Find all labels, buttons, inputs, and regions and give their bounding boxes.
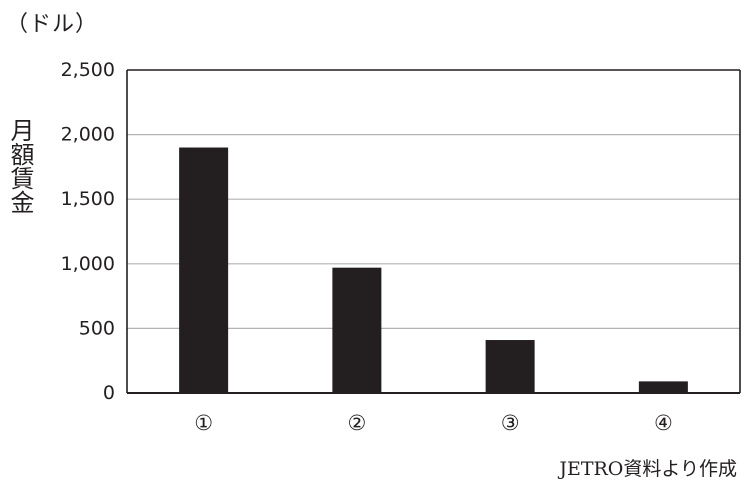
x-tick-label: ③ bbox=[501, 411, 520, 435]
y-tick-label: 1,000 bbox=[61, 253, 115, 275]
y-tick-label: 0 bbox=[103, 382, 115, 404]
unit-label: （ドル） bbox=[6, 12, 99, 37]
y-tick-label: 500 bbox=[79, 317, 115, 339]
bar-4 bbox=[638, 381, 688, 393]
x-tick-label: ① bbox=[194, 411, 213, 435]
y-tick-label: 2,000 bbox=[61, 124, 115, 146]
bar-3 bbox=[485, 340, 535, 393]
y-tick-label: 1,500 bbox=[61, 188, 115, 210]
bar-1 bbox=[179, 147, 229, 393]
bar-2 bbox=[332, 267, 382, 393]
x-tick-label: ④ bbox=[654, 411, 673, 435]
x-tick-label: ② bbox=[347, 411, 366, 435]
y-axis-label: 月額賃金 bbox=[6, 118, 34, 214]
y-tick-label: 2,500 bbox=[61, 59, 115, 81]
source-note: JETRO資料より作成 bbox=[559, 458, 737, 480]
